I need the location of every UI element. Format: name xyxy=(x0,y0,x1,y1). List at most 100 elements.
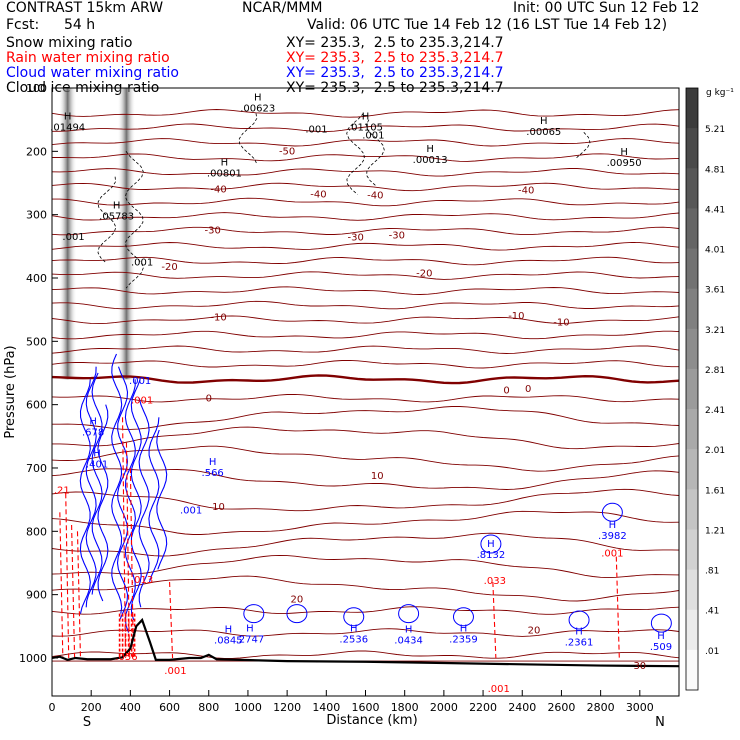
colorbar-label-12: .41 xyxy=(705,607,719,617)
cloud-water-contour-7 xyxy=(130,379,142,621)
contour-value-label-13: .21 xyxy=(54,485,70,496)
isotherm-line-1 xyxy=(52,123,680,133)
y-tick-label-9: 1000 xyxy=(19,652,47,665)
center-title: NCAR/MMM xyxy=(242,0,323,16)
colorbar-label-4: 3.61 xyxy=(705,286,725,296)
colorbar-label-13: .01 xyxy=(705,647,719,657)
colorbar-label-6: 2.81 xyxy=(705,366,725,376)
x-start-label: S xyxy=(83,715,91,730)
extremum-value-3: .00065 xyxy=(526,127,561,138)
isotherm-line-9 xyxy=(51,241,680,251)
cloud-water-cell-7 xyxy=(480,534,502,554)
rain-water-contour-2 xyxy=(71,524,76,658)
snow-ice-contour-4 xyxy=(365,119,385,186)
isotherm-line-25 xyxy=(51,510,680,535)
isotherm-line-6 xyxy=(52,197,680,207)
isotherm-line-13 xyxy=(51,300,680,310)
extremum-value-18: .2361 xyxy=(565,638,594,649)
extremum-value-14: .2747 xyxy=(236,634,265,645)
extremum-value-0: .01494 xyxy=(50,123,85,134)
x-tick-label-11: 2200 xyxy=(469,701,497,714)
extremum-value-16: .0434 xyxy=(394,636,423,647)
colorbar-swatch-13 xyxy=(686,609,698,651)
y-tick-label-0: 100 xyxy=(26,82,47,95)
isotherm-label-9: -20 xyxy=(416,269,432,280)
cloud-water-contour-9 xyxy=(148,417,160,583)
cloud-water-contour-4 xyxy=(111,353,123,614)
isotherm-label-5: -30 xyxy=(204,225,220,236)
legend-rain-xy: XY= 235.3, 2.5 to 235.3,214.7 xyxy=(286,50,504,66)
x-tick-label-13: 2600 xyxy=(547,701,575,714)
isotherm-label-0: -50 xyxy=(279,146,295,157)
extremum-symbol-14: H xyxy=(246,623,254,634)
colorbar-swatch-2 xyxy=(686,168,698,209)
cloud-water-contour-8 xyxy=(138,398,150,608)
x-tick-label-2: 400 xyxy=(120,701,141,714)
colorbar-swatch-3 xyxy=(686,208,698,250)
isotherm-line-17 xyxy=(51,359,679,369)
snow-ice-contour-5 xyxy=(576,132,591,159)
y-tick-label-5: 600 xyxy=(26,399,47,412)
extremum-symbol-1: H xyxy=(254,93,262,104)
contour-value-label-3: .001 xyxy=(362,131,384,142)
snow-ice-contour-1 xyxy=(124,151,144,289)
rain-water-contour-1 xyxy=(65,493,70,658)
cloud-water-contour-2 xyxy=(91,372,103,595)
x-tick-label-0: 0 xyxy=(49,701,56,714)
colorbar-swatch-8 xyxy=(686,409,698,450)
contour-value-label-10: .033 xyxy=(484,576,506,587)
y-axis-label: Pressure (hPa) xyxy=(3,345,18,438)
isotherm-line-7 xyxy=(51,212,680,221)
isotherm-label-8: -20 xyxy=(161,262,177,273)
contour-value-label-11: .001 xyxy=(488,684,510,695)
rain-water-contour-9 xyxy=(615,556,620,658)
isotherm-line-22 xyxy=(51,445,680,472)
colorbar-swatch-1 xyxy=(686,128,698,169)
extremum-symbol-15: H xyxy=(350,623,358,634)
isotherm-label-11: -10 xyxy=(508,311,524,322)
colorbar-label-3: 4.01 xyxy=(705,246,725,256)
colorbar-label-9: 1.61 xyxy=(705,486,725,496)
plot-frame xyxy=(51,87,680,697)
y-tick-label-8: 900 xyxy=(26,589,47,602)
rain-water-contour-0 xyxy=(59,512,64,658)
isotherm-line-11 xyxy=(51,271,680,280)
colorbar-swatch-14 xyxy=(686,649,698,691)
isotherm-label-6: -30 xyxy=(348,232,364,243)
isotherm-line-2 xyxy=(51,138,680,147)
extremum-symbol-11: H xyxy=(487,539,495,550)
extremum-symbol-7: H xyxy=(113,200,121,211)
isotherm-label-17: 10 xyxy=(371,471,384,482)
colorbar: 5.21 4.81 4.41 4.01 3.61 3.21 2.81 2.41 2.01 1.61… xyxy=(685,87,725,691)
shading-layer xyxy=(58,88,136,380)
colorbar-swatch-9 xyxy=(686,449,698,490)
x-tick-label-7: 1400 xyxy=(312,701,340,714)
x-tick-label-14: 2800 xyxy=(587,701,615,714)
colorbar-label-11: .81 xyxy=(705,567,719,577)
x-tick-label-5: 1000 xyxy=(234,701,262,714)
rain-water-contour-8 xyxy=(492,581,497,658)
extremum-value-15: .2536 xyxy=(339,634,368,645)
isotherm-line-26 xyxy=(51,532,680,557)
isotherm-line-20 xyxy=(52,406,680,430)
shading-column-0 xyxy=(58,88,77,380)
terrain-line xyxy=(51,617,680,668)
isotherm-label-12: -10 xyxy=(553,317,569,328)
isotherm-line-15 xyxy=(51,330,680,340)
extremum-value-8: .678 xyxy=(82,427,104,438)
extremum-symbol-4: H xyxy=(221,157,229,168)
cloud-water-cell-1 xyxy=(286,604,308,624)
x-tick-label-10: 2000 xyxy=(430,701,458,714)
isotherm-label-14: 0 xyxy=(503,386,509,397)
x-tick-label-6: 1200 xyxy=(273,701,301,714)
isotherm-label-4: -40 xyxy=(518,186,534,197)
extremum-symbol-2: H xyxy=(362,112,370,123)
contour-value-label-7: .013 xyxy=(131,575,153,586)
cloud-water-cell-0 xyxy=(243,604,265,624)
extremum-symbol-9: H xyxy=(93,449,101,460)
extremum-value-13: .0845 xyxy=(214,636,243,647)
contour-value-label-4: .001 xyxy=(129,376,151,387)
isotherm-line-3 xyxy=(51,153,680,162)
extremum-symbol-8: H xyxy=(89,416,97,427)
legend-snow-xy: XY= 235.3, 2.5 to 235.3,214.7 xyxy=(286,35,504,51)
